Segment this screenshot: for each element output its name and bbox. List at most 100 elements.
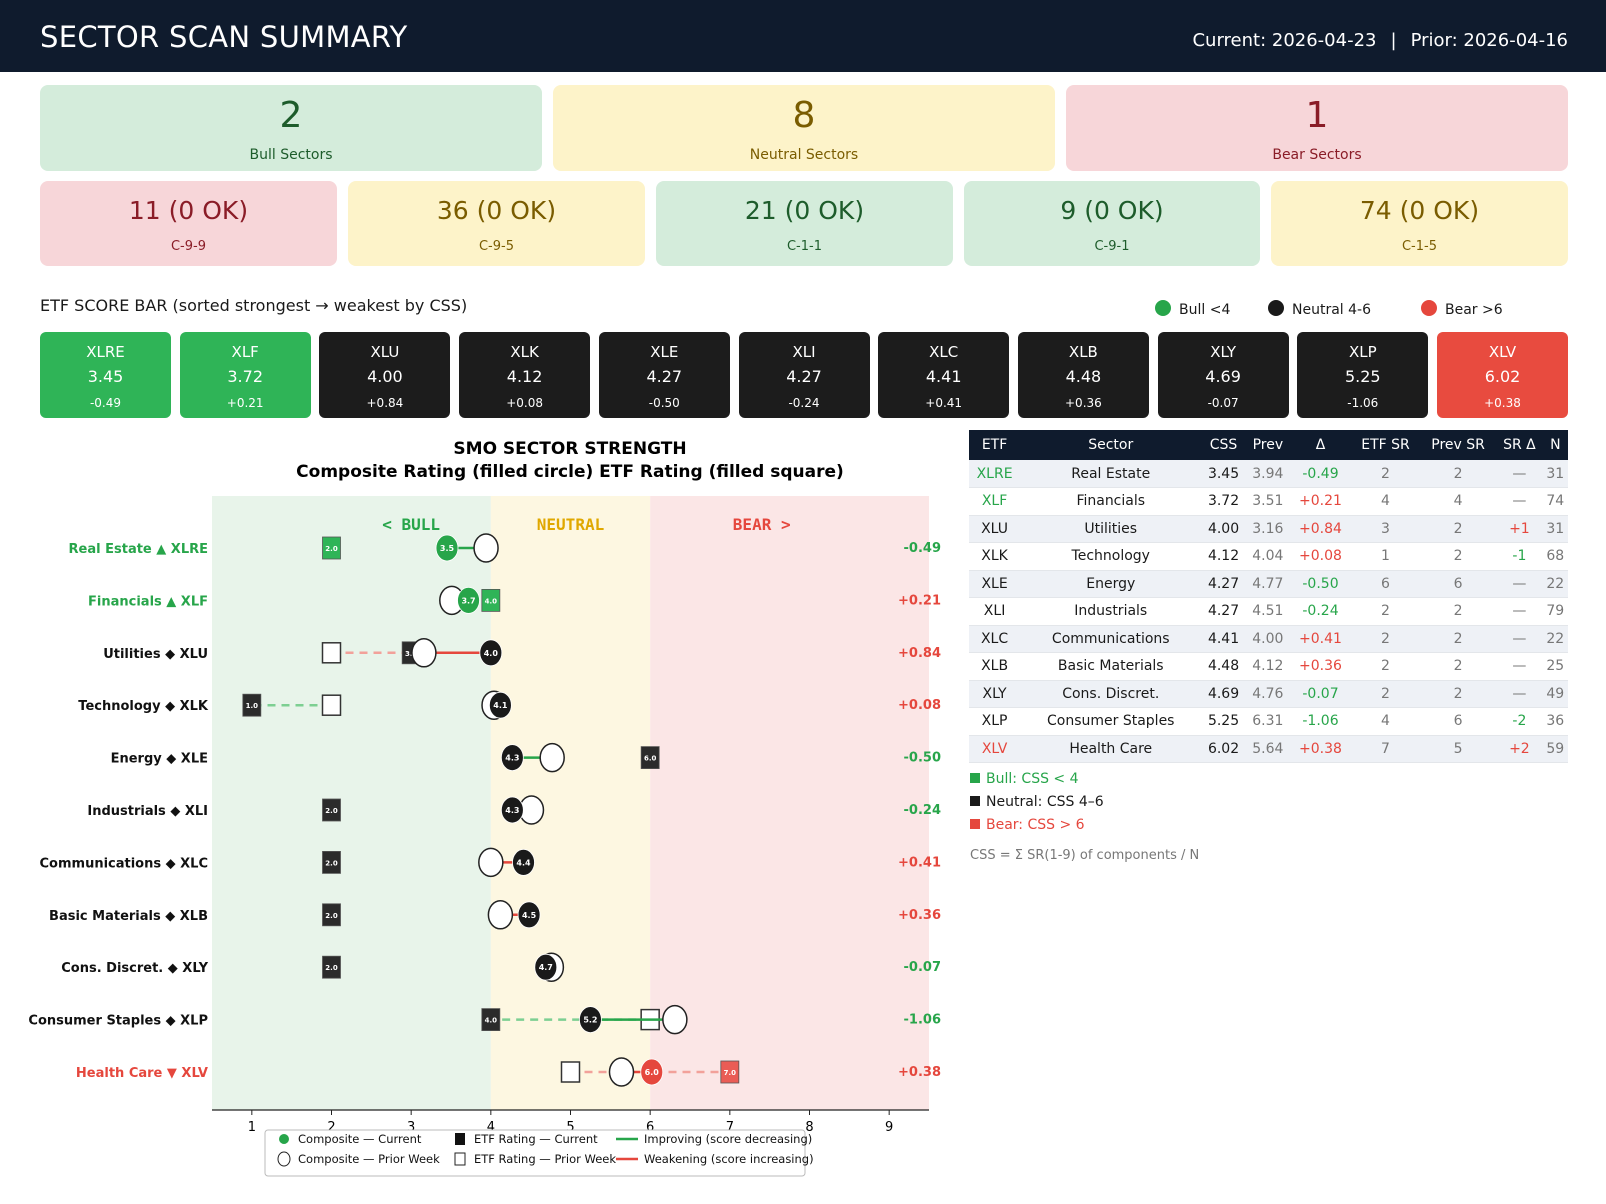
chart-legend-label: ETF Rating — Current (474, 1132, 598, 1146)
bear-square-icon (970, 819, 980, 829)
cell-css: 4.12 (1201, 542, 1246, 571)
cell-prev-sr: 2 (1419, 625, 1497, 653)
cell-sector: Consumer Staples (1020, 707, 1202, 736)
composite-prior-icon (277, 1151, 291, 1167)
scan-count: 36 (0 OK) (436, 196, 557, 225)
date-divider: | (1390, 30, 1397, 51)
column-header: ETF SR (1351, 430, 1420, 460)
tile-delta: -0.50 (648, 396, 680, 410)
cell-etf: XLV (969, 735, 1021, 763)
score-tile-xlre: XLRE 3.45 -0.49 (40, 332, 171, 418)
scan-card-c-9-9: 11 (0 OK) C-9-9 (40, 181, 337, 266)
composite-current-circle (500, 796, 524, 824)
cell-etf: XLI (969, 597, 1021, 626)
score-tile-xlp: XLP 5.25 -1.06 (1297, 332, 1429, 418)
cell-prev-sr: 2 (1419, 680, 1497, 708)
tile-etf: XLU (370, 343, 400, 361)
cell-css: 3.72 (1201, 487, 1246, 516)
tile-css: 4.69 (1205, 367, 1241, 386)
column-header: Δ (1290, 430, 1351, 460)
cell-sr: 2 (1351, 460, 1420, 488)
row-label: Communications ◆ XLC (40, 856, 209, 871)
bear-sectors-card: 1 Bear Sectors (1066, 85, 1568, 171)
scan-count: 21 (0 OK) (744, 196, 865, 225)
tile-etf: XLY (1210, 343, 1236, 361)
chart-legend-label: Weakening (score increasing) (644, 1152, 814, 1166)
composite-prior-circle (487, 900, 514, 930)
tile-etf: XLP (1348, 343, 1377, 361)
cell-etf: XLF (969, 487, 1021, 516)
cell-prev-sr: 2 (1419, 515, 1497, 543)
table-row: XLU Utilities 4.00 3.16 +0.84 3 2 +1 31 (969, 515, 1568, 543)
cell-prev-sr: 2 (1419, 460, 1497, 488)
cell-sector: Basic Materials (1020, 652, 1202, 681)
etf-current-square (322, 536, 341, 560)
cell-sr: 3 (1351, 515, 1420, 543)
tile-css: 4.12 (506, 367, 543, 386)
neutral-sectors-card: 8 Neutral Sectors (553, 85, 1055, 171)
cell-sr: 2 (1351, 652, 1420, 681)
cell-css: 4.48 (1201, 652, 1246, 681)
cell-css: 6.02 (1201, 735, 1246, 763)
score-tile-xle: XLE 4.27 -0.50 (598, 332, 730, 418)
etf-current-label: 4.0 (485, 1017, 498, 1025)
etf-current-icon (455, 1133, 465, 1145)
cell-sr-delta: — (1496, 570, 1543, 598)
legend-text: Neutral: CSS 4–6 (986, 794, 1104, 810)
scan-card-c-1-1: 21 (0 OK) C-1-1 (656, 181, 953, 266)
score-bar-title: ETF SCORE BAR (sorted strongest → weakes… (40, 296, 468, 315)
delta-label: -0.50 (904, 751, 941, 766)
cell-sr-delta: — (1496, 625, 1543, 653)
tile-etf: XLK (510, 343, 539, 361)
bull-sectors-card: 2 Bull Sectors (40, 85, 542, 171)
tile-css: 3.45 (87, 367, 124, 386)
chart-legend-box (264, 1129, 806, 1177)
composite-prior-circle (539, 742, 565, 773)
legend-text: Bull: CSS < 4 (986, 771, 1079, 787)
scan-count: 74 (0 OK) (1359, 196, 1480, 225)
cell-sr-delta: -2 (1496, 707, 1543, 736)
cell-n: 25 (1542, 652, 1568, 681)
neutral-sectors-count: 8 (792, 95, 816, 136)
table-row: XLC Communications 4.41 4.00 +0.41 2 2—22 (969, 625, 1568, 653)
chart-legend: Composite — Current Composite — Prior Wee… (264, 1129, 814, 1177)
cell-sr-delta: — (1496, 597, 1543, 626)
cell-sr-delta: — (1496, 680, 1543, 708)
bear-sectors-label: Bear Sectors (1272, 147, 1362, 163)
cell-etf: XLP (969, 707, 1021, 736)
cell-sector: Utilities (1020, 515, 1202, 543)
cell-n: 36 (1542, 707, 1568, 736)
etf-current-square (322, 850, 341, 874)
cell-etf: XLRE (969, 460, 1021, 488)
composite-current-circle (488, 691, 512, 719)
bull-dot-icon (1155, 300, 1171, 316)
composite-current-label: 4.4 (516, 858, 531, 867)
scan-code: C-9-9 (170, 239, 206, 254)
cell-sr: 2 (1351, 625, 1420, 653)
delta-label: +0.41 (898, 855, 941, 870)
tile-delta: +0.21 (226, 396, 264, 410)
etf-prior-square (321, 694, 342, 716)
column-header: Prev (1245, 430, 1290, 460)
cell-sr: 2 (1351, 597, 1420, 626)
row-label: Consumer Staples ◆ XLP (28, 1014, 208, 1029)
chart-legend-label: Composite — Current (298, 1132, 422, 1146)
bear-dot-icon (1421, 300, 1437, 316)
column-header: Sector (1020, 430, 1202, 460)
cell-prev: 6.31 (1245, 707, 1290, 736)
composite-current-circle (579, 1006, 602, 1033)
cell-delta: -0.50 (1290, 570, 1351, 598)
row-label: Energy ◆ XLE (111, 752, 208, 767)
x-tick-label: 5 (566, 1120, 574, 1135)
tile-css: 3.72 (227, 367, 263, 386)
composite-current-circle (534, 953, 558, 981)
cell-n: 79 (1542, 597, 1568, 626)
table-row: XLI Industrials 4.27 4.51 -0.24 2 2—79 (969, 597, 1568, 626)
etf-current-label: 6.0 (644, 755, 657, 763)
cell-delta: -0.49 (1290, 460, 1351, 488)
tile-delta: -0.07 (1207, 396, 1239, 410)
cell-prev-sr: 2 (1419, 652, 1497, 681)
cell-delta: +0.21 (1290, 487, 1351, 516)
tile-delta: -0.49 (89, 396, 122, 410)
